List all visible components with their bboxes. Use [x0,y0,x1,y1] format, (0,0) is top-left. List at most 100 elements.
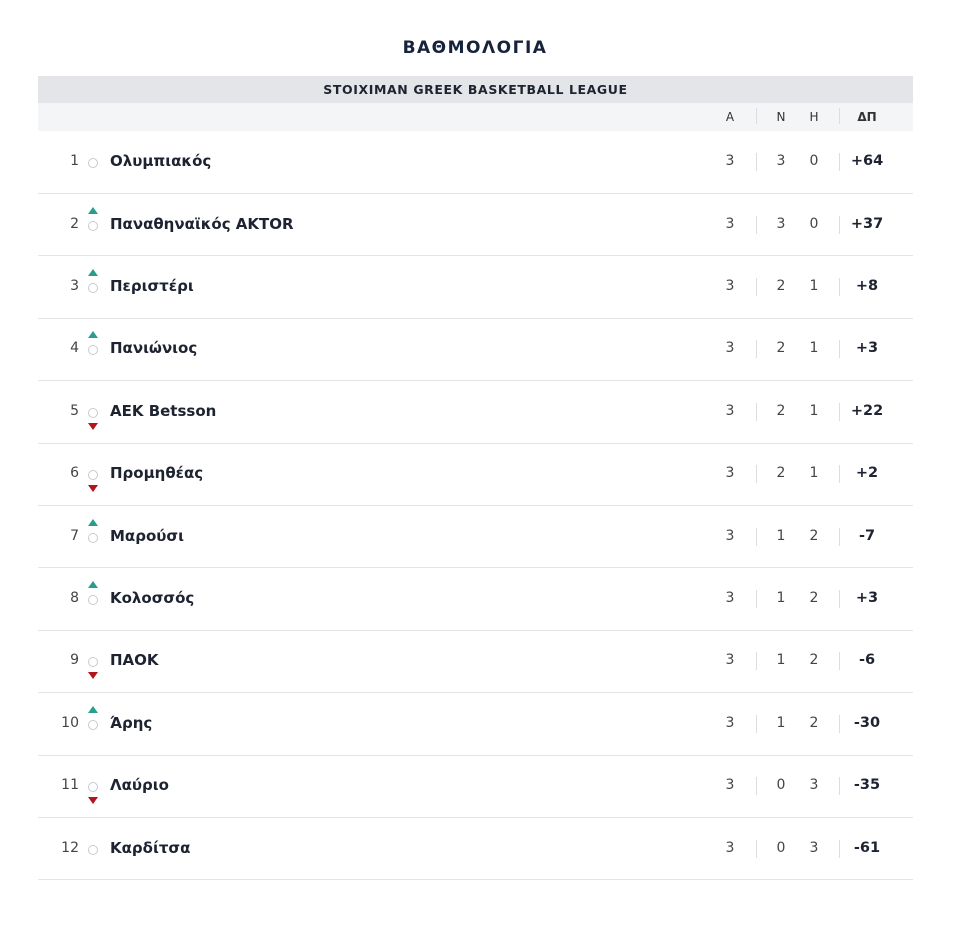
trend-arrow [88,206,98,214]
column-separator [839,278,840,296]
stat-value: 3 [725,215,735,232]
column-separator [839,590,840,608]
column-header: Η [809,110,819,124]
point-difference: +8 [855,278,879,294]
trend-arrow [88,581,98,588]
stat-value: 3 [725,340,735,357]
stat-value: 3 [725,652,735,669]
stat-value: 1 [776,714,786,731]
column-separator [756,340,757,359]
stat-value: 2 [809,714,819,731]
point-difference: -61 [853,839,881,856]
status-circle [88,532,98,543]
team-name: Καρδίτσα [110,838,191,857]
table-row [38,817,913,881]
column-separator [839,527,840,546]
column-separator [839,465,840,484]
point-difference: -35 [853,777,881,794]
team-name: Μαρούσι [110,526,184,545]
header-row [38,103,913,131]
team-name: Κολοσσός [110,589,195,607]
stat-value: 3 [776,153,786,170]
status-circle [88,470,98,481]
stat-value: 3 [725,527,735,544]
position: 2 [70,215,79,232]
column-separator [839,153,840,172]
stat-value: 1 [776,652,786,669]
status-circle [88,782,98,793]
column-separator [839,652,840,671]
position: 10 [61,714,79,731]
position: 12 [61,839,79,856]
stat-value: 2 [776,402,786,419]
point-difference: +37 [850,215,884,232]
stat-value: 3 [725,590,735,606]
stat-value: 3 [725,402,735,419]
status-circle [88,407,98,418]
trend-arrow [88,331,98,339]
stat-value: 1 [809,340,819,357]
point-difference: +64 [850,153,884,170]
trend-arrow [88,672,98,680]
point-difference: +3 [855,340,879,357]
column-separator [839,839,840,858]
column-separator [756,278,757,296]
stat-value: 2 [809,527,819,544]
status-circle [88,657,98,668]
position: 3 [70,278,79,294]
trend-arrow [88,705,98,713]
header-separator [756,108,757,124]
league-name: STOIXIMAN GREEK BASKETBALL LEAGUE [38,76,913,103]
column-separator [839,777,840,796]
column-separator [839,215,840,234]
stat-value: 1 [809,465,819,482]
table-row [38,131,913,194]
team-name: Παναθηναϊκός AKTOR [110,214,294,233]
table-row [38,256,913,319]
stat-value: 3 [776,215,786,232]
column-separator [839,402,840,421]
point-difference: +3 [855,590,879,606]
stat-value: 3 [809,777,819,794]
page-title: ΒΑΘΜΟΛΟΓΙΑ [402,38,548,58]
column-separator [756,465,757,484]
position: 7 [70,527,79,544]
column-separator [756,714,757,733]
team-name: Περιστέρι [110,277,194,295]
stat-value: 0 [776,777,786,794]
table-row [38,318,913,382]
stat-value: 1 [776,590,786,606]
table-row [38,693,913,756]
column-separator [756,652,757,671]
stat-value: 2 [776,465,786,482]
team-name: ΑΕΚ Betsson [110,401,217,420]
column-separator [839,714,840,733]
status-circle [88,595,98,605]
status-circle [88,220,98,231]
point-difference: -30 [853,714,881,731]
table-row [38,381,913,444]
position: 4 [70,340,79,357]
position: 1 [70,153,79,170]
column-header: Ν [776,110,786,124]
trend-arrow [88,518,98,526]
trend-arrow [88,422,98,430]
header-separator [839,108,840,124]
status-circle [88,719,98,730]
stat-value: 3 [725,153,735,170]
column-separator [756,839,757,858]
trend-arrow [88,485,98,493]
team-name: Πανιώνιος [110,339,198,358]
team-name: Λαύριο [110,776,169,795]
point-difference: +22 [850,402,884,419]
stat-value: 2 [809,590,819,606]
column-separator [756,215,757,234]
stat-value: 2 [776,278,786,294]
column-separator [839,340,840,359]
status-circle [88,844,98,855]
stat-value: 3 [809,839,819,856]
status-circle [88,158,98,169]
column-separator [756,527,757,546]
column-separator [756,153,757,172]
